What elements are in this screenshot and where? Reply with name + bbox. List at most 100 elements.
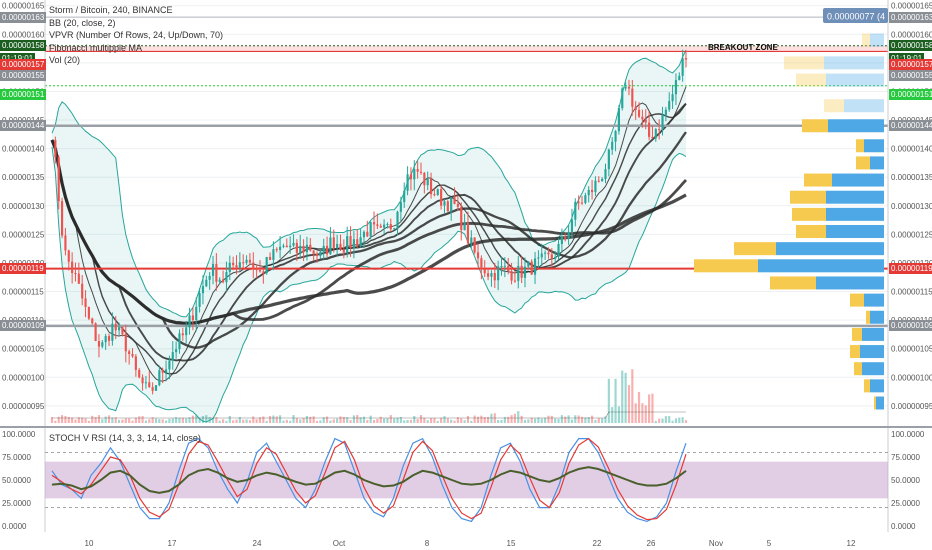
left-price-tag: 0.00000158 xyxy=(0,40,47,52)
volume-bar xyxy=(121,419,124,423)
candle-body xyxy=(91,318,94,324)
candle-body xyxy=(272,249,275,260)
right-price-tag: 0.00000163 xyxy=(889,11,932,23)
volume-bar xyxy=(661,418,664,423)
volume-bar xyxy=(383,418,386,423)
right-price-tag: 0.00000109 xyxy=(889,320,932,332)
volume-bar xyxy=(181,417,184,423)
candle-body xyxy=(590,189,594,193)
volume-bar xyxy=(325,416,329,423)
legend-vol[interactable]: Vol (20) xyxy=(49,55,81,65)
candle-body xyxy=(490,273,493,277)
stoch-left-tick-label: 50.0000 xyxy=(2,476,31,485)
candle-body xyxy=(84,298,87,307)
volume-bar xyxy=(208,417,211,423)
volume-bar xyxy=(201,416,205,423)
grid-lines xyxy=(45,5,888,407)
vpvr-down-bar xyxy=(864,379,870,393)
volume-bar xyxy=(279,415,282,423)
stoch-left-tick-label: 25.0000 xyxy=(2,499,31,508)
volume-bar xyxy=(64,415,67,423)
vpvr-up-bar xyxy=(870,310,884,324)
volume-bar xyxy=(94,417,97,423)
candle-body xyxy=(678,75,681,81)
candle-body xyxy=(107,336,111,341)
candle-body xyxy=(151,387,154,391)
candle-body xyxy=(252,262,255,269)
volume-bar xyxy=(218,420,221,423)
candle-body xyxy=(450,197,453,212)
candle-body xyxy=(154,385,158,391)
volume-bar xyxy=(191,415,194,423)
candle-body xyxy=(577,201,580,203)
volume-bar xyxy=(289,420,292,423)
volume-bar xyxy=(584,417,587,423)
volume-bar xyxy=(460,418,463,423)
candle-body xyxy=(403,190,406,203)
stoch-legend[interactable]: STOCH V RSI (14, 3, 3, 14, 14, close) xyxy=(49,433,201,443)
candle-body xyxy=(497,266,500,281)
candle-body xyxy=(282,245,285,247)
volume-bar xyxy=(322,417,325,423)
volume-bar xyxy=(258,417,262,423)
volume-bar xyxy=(453,420,456,423)
candle-body xyxy=(399,202,402,212)
volume-bar xyxy=(500,419,503,423)
right-price-tag: 0.00000144 xyxy=(889,120,932,132)
volume-bar xyxy=(336,418,339,423)
volume-bar xyxy=(211,418,215,423)
volume-bar xyxy=(134,417,137,423)
left-price-tick-label: 0.00000100 xyxy=(2,373,45,382)
vpvr-up-bar xyxy=(826,190,884,204)
candle-body xyxy=(604,169,607,179)
candle-body xyxy=(352,239,355,248)
left-price-tag: 0.00000119 xyxy=(0,263,46,275)
date-tick-label: 5 xyxy=(767,539,772,548)
volume-bar xyxy=(245,419,248,423)
candle-body xyxy=(372,222,376,225)
volume-bar xyxy=(389,415,392,423)
legend-fib-ma[interactable]: Fibonacci multipple MA xyxy=(49,42,143,53)
candle-body xyxy=(413,168,416,180)
candle-body xyxy=(315,253,319,257)
volume-bar xyxy=(604,416,607,423)
vpvr-down-bar xyxy=(856,139,864,153)
volume-bar xyxy=(312,416,315,423)
candle-body xyxy=(376,224,379,226)
legend-vpvr[interactable]: VPVR (Number Of Rows, 24, Up/Down, 70) xyxy=(49,30,224,40)
candle-body xyxy=(419,171,423,173)
date-tick-label: Nov xyxy=(709,539,723,548)
candle-body xyxy=(379,225,382,228)
candle-body xyxy=(564,236,567,239)
vpvr-down-bar xyxy=(790,190,826,204)
bb-lower xyxy=(51,146,687,423)
legend-symbol[interactable]: Storm / Bitcoin, 240, BINANCE xyxy=(49,5,173,15)
legend-bb[interactable]: BB (20, close, 2) xyxy=(49,17,116,28)
bb-fill xyxy=(52,50,686,422)
candle-body xyxy=(94,323,97,342)
candle-body xyxy=(168,360,171,370)
volume-bar xyxy=(376,418,379,423)
right-price-tick-label: 0.00000140 xyxy=(891,145,932,154)
left-price-tick-label: 0.00000160 xyxy=(2,30,45,39)
vpvr-down-bar xyxy=(770,276,816,290)
volume-bar xyxy=(107,415,111,423)
candle-body xyxy=(57,157,60,202)
candle-body xyxy=(624,86,627,89)
vpvr-up-bar xyxy=(826,225,884,239)
candle-body xyxy=(681,58,684,76)
candle-body xyxy=(101,342,104,347)
right-price-tick-label: 0.00000160 xyxy=(891,30,932,39)
volume-bar xyxy=(138,416,141,423)
candle-body xyxy=(342,249,345,253)
stoch-left-tick-label: 75.0000 xyxy=(2,453,31,462)
candle-body xyxy=(416,168,419,172)
left-price-tick-label: 0.00000095 xyxy=(2,402,45,411)
volume-bar xyxy=(487,416,490,423)
candle-body xyxy=(54,140,57,158)
candle-body xyxy=(235,265,238,268)
vpvr-down-bar xyxy=(866,310,870,324)
candle-body xyxy=(540,253,543,258)
candle-body xyxy=(406,174,409,191)
candle-body xyxy=(104,336,107,343)
